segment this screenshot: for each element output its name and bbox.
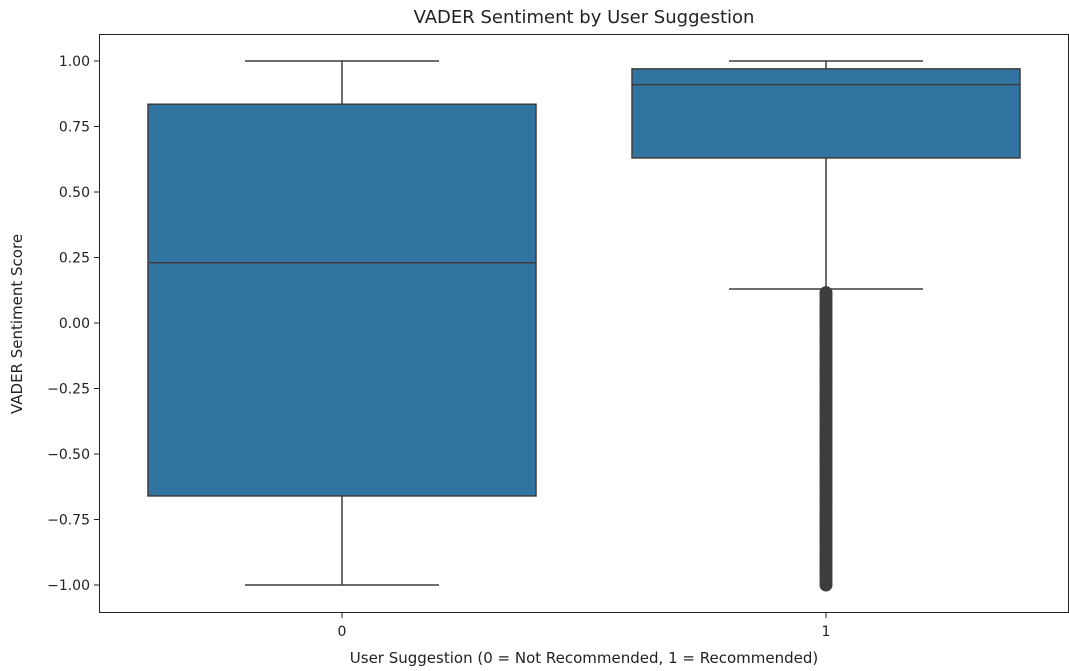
outlier-point bbox=[819, 286, 833, 300]
y-tick-label: 0.50 bbox=[59, 185, 90, 201]
y-tick-label: 0.75 bbox=[59, 120, 90, 136]
x-tick-label: 1 bbox=[822, 624, 831, 640]
x-axis-label: User Suggestion (0 = Not Recommended, 1 … bbox=[350, 649, 818, 667]
box bbox=[631, 68, 1021, 159]
y-tick-label: 1.00 bbox=[59, 54, 90, 70]
y-tick-label: −0.25 bbox=[47, 382, 90, 398]
y-tick-label: 0.00 bbox=[59, 316, 90, 332]
y-axis-label: VADER Sentiment Score bbox=[8, 234, 26, 414]
y-tick-label: 0.25 bbox=[59, 251, 90, 267]
y-tick-label: −1.00 bbox=[47, 578, 90, 594]
chart-title: VADER Sentiment by User Suggestion bbox=[414, 7, 755, 28]
y-tick-label: −0.75 bbox=[47, 513, 90, 529]
box bbox=[147, 103, 537, 497]
plot-area bbox=[147, 60, 1021, 592]
y-tick-label: −0.50 bbox=[47, 447, 90, 463]
x-tick-label: 0 bbox=[338, 624, 347, 640]
